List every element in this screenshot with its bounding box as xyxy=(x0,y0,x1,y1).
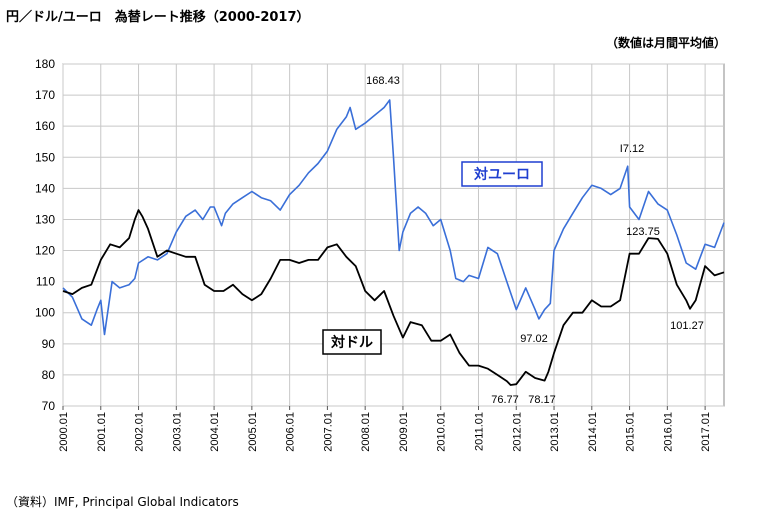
y-tick-label: 160 xyxy=(35,119,55,133)
y-tick-label: 90 xyxy=(42,337,56,351)
x-tick-label: 2016.01 xyxy=(662,412,674,452)
x-tick-label: 2000.01 xyxy=(58,412,70,452)
dollar-label-box xyxy=(322,329,382,355)
data-label: 101.27 xyxy=(670,320,704,332)
data-label: 78.17 xyxy=(528,394,556,406)
x-tick-label: 2003.01 xyxy=(171,412,183,452)
y-tick-label: 130 xyxy=(35,212,55,226)
y-tick-label: 80 xyxy=(42,368,56,382)
plot-area xyxy=(62,63,725,407)
data-label: 123.75 xyxy=(626,226,660,238)
y-tick-label: 70 xyxy=(42,399,56,413)
source-note: （資料）IMF, Principal Global Indicators xyxy=(6,495,239,509)
euro-series-label: 対ユーロ xyxy=(473,166,530,183)
x-tick-label: 2012.01 xyxy=(511,412,523,452)
y-tick-label: 180 xyxy=(35,57,55,71)
x-tick-label: 2013.01 xyxy=(549,412,561,452)
x-tick-label: 2001.01 xyxy=(96,412,108,452)
x-tick-label: 2010.01 xyxy=(436,412,448,452)
x-tick-label: 2006.01 xyxy=(285,412,297,452)
y-tick-label: 110 xyxy=(36,275,55,289)
y-tick-label: 150 xyxy=(35,150,55,164)
y-tick-label: 140 xyxy=(35,181,55,195)
euro-label-box xyxy=(461,161,543,187)
x-tick-label: 2015.01 xyxy=(625,412,637,452)
x-tick-label: 2002.01 xyxy=(134,412,146,452)
chart-title: 円／ドル/ユーロ 為替レート推移（2000-2017） xyxy=(6,10,310,25)
series-line-dollar xyxy=(62,209,725,386)
x-tick-label: 2004.01 xyxy=(209,412,221,452)
y-tick-label: 120 xyxy=(35,244,55,258)
unit-note: （数値は月間平均値） xyxy=(605,36,726,50)
data-label: I7.12 xyxy=(620,143,644,155)
data-label: 97.02 xyxy=(520,333,548,345)
dollar-series-label: 対ドル xyxy=(330,334,373,351)
data-label: 168.43 xyxy=(366,75,400,87)
x-tick-label: 2009.01 xyxy=(398,412,410,452)
series-line-euro xyxy=(62,99,725,336)
x-tick-label: 2007.01 xyxy=(322,412,334,452)
x-tick-label: 2008.01 xyxy=(360,412,372,452)
x-tick-label: 2017.01 xyxy=(700,412,712,452)
y-tick-label: 170 xyxy=(35,88,55,102)
y-tick-label: 100 xyxy=(35,306,55,320)
x-tick-label: 2014.01 xyxy=(587,412,599,452)
x-tick-label: 2005.01 xyxy=(247,412,259,452)
x-tick-label: 2011.01 xyxy=(473,412,485,451)
data-label: 76.77 xyxy=(491,394,519,406)
